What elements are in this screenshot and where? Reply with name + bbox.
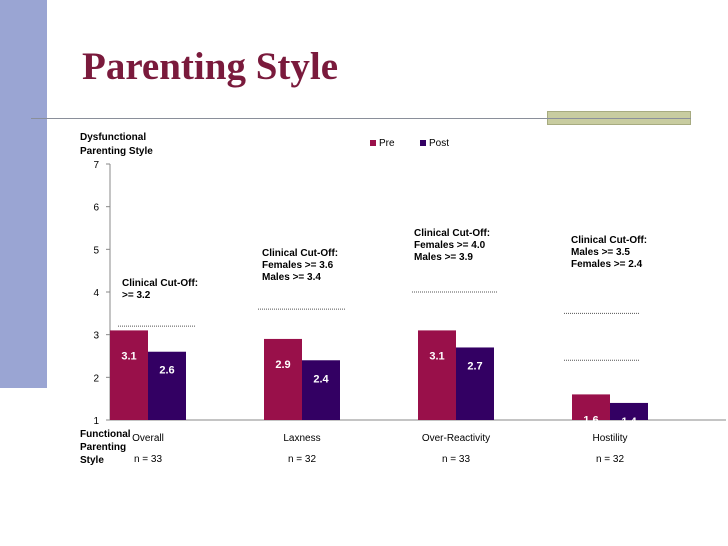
bar xyxy=(418,330,456,420)
y-tick-label: 7 xyxy=(93,160,99,171)
sample-size-label: n = 33 xyxy=(134,454,163,465)
cutoff-annotation: >= 3.2 xyxy=(122,290,151,301)
x-tick-label: Overall xyxy=(132,433,164,444)
bar xyxy=(264,338,302,420)
bar-value-label: 3.1 xyxy=(121,350,136,362)
cutoff-annotation: Clinical Cut-Off: xyxy=(414,228,490,239)
title-rule xyxy=(31,118,547,119)
cutoff-annotation: Clinical Cut-Off: xyxy=(571,235,647,246)
bar xyxy=(110,330,148,420)
cutoff-annotation: Clinical Cut-Off: xyxy=(122,278,198,289)
y-tick-label: 1 xyxy=(93,416,99,427)
cutoff-annotation: Males >= 3.4 xyxy=(262,272,321,283)
bar-value-label: 2.7 xyxy=(467,360,482,372)
y-tick-label: 4 xyxy=(93,288,99,299)
bar-value-label: 1.6 xyxy=(583,414,598,426)
bar xyxy=(148,351,186,420)
cutoff-annotation: Clinical Cut-Off: xyxy=(262,248,338,259)
x-tick-label: Over-Reactivity xyxy=(422,433,490,444)
bar xyxy=(610,402,648,420)
bar-value-label: 2.9 xyxy=(275,359,290,371)
y-tick-label: 6 xyxy=(93,203,99,214)
sample-size-label: n = 33 xyxy=(442,454,471,465)
x-tick-label: Hostility xyxy=(592,433,627,444)
y-tick-label: 5 xyxy=(93,245,99,256)
cutoff-annotation: Males >= 3.9 xyxy=(414,252,473,263)
y-tick-label: 2 xyxy=(93,373,99,384)
legend-swatch xyxy=(420,140,426,146)
decorative-side-bar xyxy=(0,0,47,388)
title-rule-right xyxy=(547,118,691,119)
slide-title: Parenting Style xyxy=(82,45,339,88)
y-axis-label-top: Parenting Style xyxy=(80,146,153,157)
legend-label: Post xyxy=(429,138,449,149)
y-axis-label-bottom: Style xyxy=(80,455,104,466)
cutoff-annotation: Females >= 3.6 xyxy=(262,260,334,271)
bar xyxy=(302,360,340,420)
bar-value-label: 3.1 xyxy=(429,350,444,362)
bar-value-label: 2.4 xyxy=(313,373,329,385)
sample-size-label: n = 32 xyxy=(288,454,317,465)
legend-swatch xyxy=(370,140,376,146)
bar xyxy=(456,347,494,420)
y-axis-label-bottom: Functional xyxy=(80,429,131,440)
y-axis-label-bottom: Parenting xyxy=(80,442,126,453)
x-tick-label: Laxness xyxy=(283,433,320,444)
cutoff-annotation: Females >= 2.4 xyxy=(571,259,643,270)
bar-value-label: 1.4 xyxy=(621,416,637,428)
cutoff-annotation: Males >= 3.5 xyxy=(571,247,630,258)
sample-size-label: n = 32 xyxy=(596,454,625,465)
y-axis-label-top: Dysfunctional xyxy=(80,132,146,143)
legend-label: Pre xyxy=(379,138,395,149)
cutoff-annotation: Females >= 4.0 xyxy=(414,240,486,251)
y-tick-label: 3 xyxy=(93,331,99,342)
bar-value-label: 2.6 xyxy=(159,365,174,377)
bar xyxy=(572,394,610,420)
